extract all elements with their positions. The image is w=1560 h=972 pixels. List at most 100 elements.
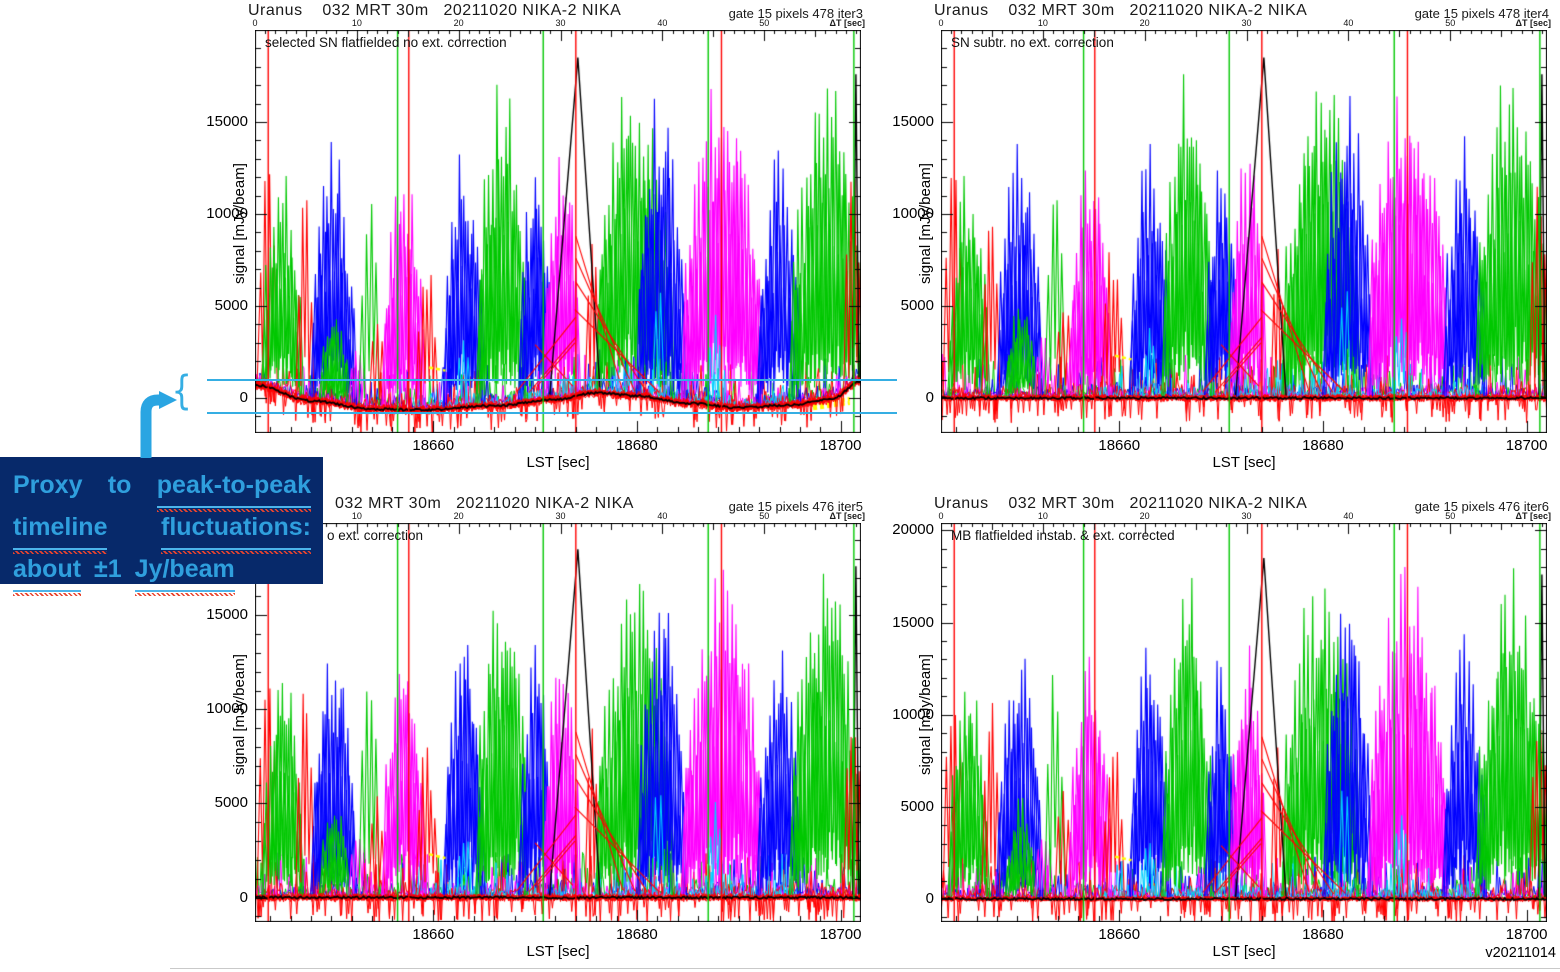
brace-glyph: { bbox=[171, 368, 192, 414]
dt-tick-label: 10 bbox=[1037, 18, 1048, 28]
y-tick-label: 5000 bbox=[214, 794, 248, 812]
dt-tick-label: 10 bbox=[351, 511, 362, 521]
x-axis-label: LST [sec] bbox=[526, 454, 590, 471]
annotation-word: Jy/beam bbox=[134, 550, 235, 596]
y-tick-label: 0 bbox=[239, 888, 248, 906]
x-tick-label: 18680 bbox=[1302, 926, 1344, 943]
plot-panel-top-right: Uranus 032 MRT 30m 20211020 NIKA-2 NIKA … bbox=[892, 2, 1551, 471]
processing-label: MB flatfielded instab. & ext. corrected bbox=[951, 528, 1175, 543]
x-tick-label: 18700 bbox=[819, 926, 862, 943]
y-tick-label: 15000 bbox=[892, 113, 934, 130]
y-tick-label: 15000 bbox=[206, 606, 248, 624]
x-tick-label: 18680 bbox=[616, 926, 658, 943]
dt-tick-label: 20 bbox=[1139, 18, 1150, 28]
annotation-line: timeline fluctuations: bbox=[13, 508, 311, 554]
dt-tick-label: 20 bbox=[1139, 511, 1150, 521]
panel-title: 032 MRT 30m 20211020 NIKA-2 NIKA bbox=[335, 495, 634, 512]
dt-tick-label: 0 bbox=[252, 18, 258, 28]
annotation-line: about ±1 Jy/beam bbox=[13, 550, 311, 596]
y-tick-label: 0 bbox=[239, 389, 248, 407]
dt-tick-label: 0 bbox=[938, 511, 944, 521]
x-tick-label: 18700 bbox=[819, 437, 862, 454]
y-tick-label: 15000 bbox=[206, 113, 248, 130]
x-tick-label: 18700 bbox=[1505, 926, 1548, 943]
dt-tick-label: 10 bbox=[1037, 511, 1048, 521]
panel-title: Uranus 032 MRT 30m 20211020 NIKA-2 NIKA bbox=[248, 2, 622, 19]
x-axis-label: LST [sec] bbox=[1212, 943, 1276, 960]
plot-panel-top-left: Uranus 032 MRT 30m 20211020 NIKA-2 NIKA … bbox=[206, 2, 865, 471]
dt-tick-label: 40 bbox=[657, 18, 668, 28]
y-tick-label: 0 bbox=[925, 889, 934, 907]
dt-tick-label: 30 bbox=[1241, 511, 1252, 521]
top-axis-label: ΔT [sec] bbox=[829, 18, 865, 28]
dt-tick-label: 50 bbox=[1445, 18, 1456, 28]
dt-tick-label: 30 bbox=[1241, 18, 1252, 28]
annotation-word: to bbox=[107, 471, 132, 499]
y-tick-label: 20000 bbox=[892, 521, 934, 539]
top-axis-label: ΔT [sec] bbox=[1515, 18, 1551, 28]
plot-panel-bottom-right: Uranus 032 MRT 30m 20211020 NIKA-2 NIKA … bbox=[892, 495, 1551, 960]
annotation-word: Proxy bbox=[13, 471, 83, 499]
y-tick-label: 5000 bbox=[900, 797, 934, 815]
y-tick-label: 10000 bbox=[206, 700, 248, 718]
y-tick-label: 10000 bbox=[892, 705, 934, 723]
annotation-word: fluctuations: bbox=[161, 508, 311, 554]
dt-tick-label: 50 bbox=[759, 511, 770, 521]
plot-canvas bbox=[941, 523, 1547, 922]
peak-to-peak-upper-line bbox=[207, 379, 897, 381]
gate-label: gate 15 pixels 478 iter3 bbox=[728, 6, 863, 21]
dt-tick-label: 40 bbox=[1343, 511, 1354, 521]
dt-tick-label: 40 bbox=[1343, 18, 1354, 28]
peak-to-peak-lower-line bbox=[207, 412, 897, 414]
y-tick-label: 5000 bbox=[900, 297, 934, 315]
plot-canvas bbox=[255, 523, 861, 922]
panel-title: Uranus 032 MRT 30m 20211020 NIKA-2 NIKA bbox=[934, 2, 1308, 19]
y-tick-label: 5000 bbox=[214, 297, 248, 315]
gate-label: gate 15 pixels 478 iter4 bbox=[1414, 6, 1549, 21]
x-axis-label: LST [sec] bbox=[1212, 454, 1276, 471]
plot-canvas bbox=[255, 30, 861, 433]
top-axis-label: ΔT [sec] bbox=[1515, 511, 1551, 521]
dt-tick-label: 10 bbox=[351, 18, 362, 28]
y-tick-label: 10000 bbox=[892, 205, 934, 223]
panel-title: Uranus 032 MRT 30m 20211020 NIKA-2 NIKA bbox=[934, 495, 1308, 512]
dt-tick-label: 20 bbox=[453, 18, 464, 28]
annotation-word: ±1 bbox=[94, 555, 122, 583]
y-axis-label: signal [mJy/beam] bbox=[916, 162, 934, 284]
bottom-divider bbox=[170, 968, 1560, 969]
processing-label: selected SN flatfielded no ext. correcti… bbox=[265, 35, 507, 50]
callout-arrow-icon bbox=[140, 391, 177, 458]
plot-canvas bbox=[941, 30, 1547, 433]
processing-label: SN subtr. no ext. correction bbox=[951, 35, 1114, 50]
annotation-word: timeline bbox=[13, 508, 108, 554]
dt-tick-label: 30 bbox=[555, 18, 566, 28]
processing-label: o ext. correction bbox=[327, 528, 424, 543]
gate-label: gate 15 pixels 476 iter5 bbox=[728, 499, 863, 514]
x-tick-label: 18680 bbox=[1302, 437, 1344, 454]
dt-tick-label: 40 bbox=[657, 511, 668, 521]
dt-tick-label: 20 bbox=[453, 511, 464, 521]
top-axis-label: ΔT [sec] bbox=[829, 511, 865, 521]
dt-tick-label: 0 bbox=[938, 18, 944, 28]
x-tick-label: 18660 bbox=[412, 437, 455, 454]
x-tick-label: 18700 bbox=[1505, 437, 1548, 454]
plot-panel-bottom-left: 032 MRT 30m 20211020 NIKA-2 NIKA gate 15… bbox=[206, 495, 865, 960]
y-tick-label: 0 bbox=[925, 389, 934, 407]
gate-label: gate 15 pixels 476 iter6 bbox=[1414, 499, 1549, 514]
x-tick-label: 18660 bbox=[1098, 437, 1141, 454]
annotation-word: peak-to-peak bbox=[156, 466, 312, 512]
annotation-box: Proxy to peak-to-peak timeline fluctuations:… bbox=[0, 457, 323, 596]
y-axis-label: signal [mJy/beam] bbox=[230, 162, 248, 284]
y-tick-label: 10000 bbox=[206, 205, 248, 223]
annotation-word: about bbox=[13, 550, 82, 596]
annotation-line: Proxy to peak-to-peak bbox=[13, 466, 312, 512]
dt-tick-label: 30 bbox=[555, 511, 566, 521]
dt-tick-label: 50 bbox=[1445, 511, 1456, 521]
x-tick-label: 18660 bbox=[1098, 926, 1141, 943]
version-label: v20211014 bbox=[1485, 945, 1556, 961]
x-tick-label: 18660 bbox=[412, 926, 455, 943]
y-tick-label: 15000 bbox=[892, 613, 934, 631]
dt-tick-label: 50 bbox=[759, 18, 770, 28]
x-tick-label: 18680 bbox=[616, 437, 658, 454]
